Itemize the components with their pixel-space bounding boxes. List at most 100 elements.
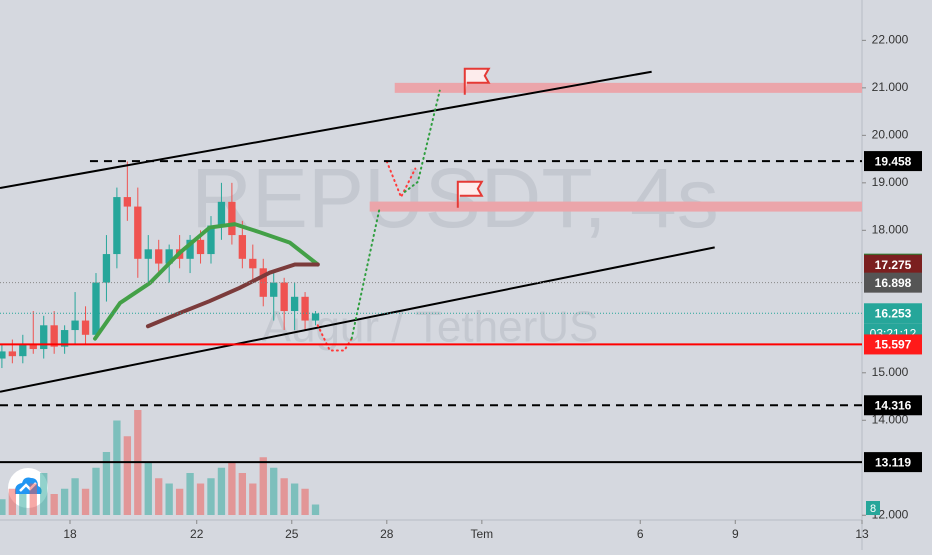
candle-body (19, 344, 27, 357)
zone (394, 82, 862, 93)
candle-body (311, 313, 320, 321)
flag (463, 67, 491, 95)
projection (403, 89, 441, 193)
volume-bar (249, 483, 257, 515)
y-tick-label: 18.000 (872, 222, 909, 236)
candle-body (228, 201, 236, 236)
y-tick-label: 12.000 (872, 507, 909, 521)
candle-body (81, 320, 90, 335)
volume-bar (186, 473, 194, 515)
candle-body (238, 235, 247, 259)
candle-body (280, 282, 288, 312)
price-badge (864, 151, 922, 172)
price-badge (864, 395, 922, 416)
candle-body (50, 325, 58, 347)
volume-bar (0, 499, 6, 515)
volume-badge-label: 8 (870, 503, 876, 515)
volume-bar (40, 473, 48, 515)
volume-bar (280, 478, 288, 515)
price-badge-label: 14.316 (875, 398, 912, 412)
candle-body (217, 201, 226, 226)
volume-bar (238, 473, 247, 515)
volume-bar (217, 467, 226, 515)
price-badge-label: 16.898 (875, 276, 912, 290)
candle-body (134, 206, 142, 259)
volume-bar (81, 488, 90, 515)
candle-body (102, 254, 111, 283)
price-badge (864, 272, 922, 293)
candle-body (186, 239, 194, 259)
volume-bar (60, 488, 69, 515)
volume-bar (196, 483, 205, 515)
candle-body (8, 351, 17, 357)
volume-bar (8, 488, 17, 515)
x-tick-label: 22 (190, 527, 204, 541)
volume-bar (102, 452, 111, 515)
candle-body (40, 325, 48, 350)
trendline (0, 246, 715, 393)
price-badge (864, 254, 922, 275)
volume-bar (175, 488, 184, 515)
volume-bar (207, 478, 215, 515)
price-badge-label: 17.275 (875, 258, 912, 272)
price-badge-label: 15.597 (875, 338, 912, 352)
candle-body (259, 268, 267, 297)
volume-bar (301, 488, 309, 515)
moving-average (145, 262, 320, 329)
volume-bar (50, 494, 58, 515)
candle-body (301, 296, 309, 321)
x-tick-label: 13 (855, 527, 869, 541)
candle-body (249, 258, 257, 269)
y-tick-label: 22.000 (872, 33, 909, 47)
price-badge (864, 452, 922, 473)
price-badge-label: 13.119 (875, 455, 911, 469)
candle-body (123, 197, 132, 207)
volume-bar (123, 436, 132, 515)
candle-body (60, 330, 69, 347)
y-tick-label: 14.000 (872, 412, 909, 426)
price-badge-label: 19.458 (875, 154, 912, 168)
volume-bar (259, 457, 267, 515)
candle-body (207, 225, 215, 255)
candle-body (155, 249, 163, 264)
volume-bar (19, 494, 27, 515)
candle-body (71, 320, 79, 331)
candle-body (290, 296, 299, 312)
volume-bar (165, 483, 173, 515)
volume-bar (155, 478, 163, 515)
zone (369, 201, 862, 212)
price-badge-label: 16.253 (875, 306, 912, 320)
volume-bar (311, 504, 320, 515)
volume-bar (92, 467, 100, 515)
volume-bar (228, 462, 236, 515)
candle-body (144, 249, 152, 259)
candle-body (29, 344, 37, 350)
x-tick-label: 9 (732, 527, 739, 541)
x-tick-label: 18 (63, 527, 77, 541)
price-badge (864, 334, 922, 355)
flag (456, 180, 484, 208)
candle-body (270, 282, 278, 297)
y-tick-label: 19.000 (872, 175, 909, 189)
trendline (0, 70, 652, 190)
volume-badge (866, 501, 880, 515)
y-tick-label: 15.000 (872, 365, 909, 379)
x-tick-label: 6 (637, 527, 644, 541)
projection (385, 160, 417, 200)
y-tick-label: 21.000 (872, 80, 909, 94)
x-tick-label: 25 (285, 527, 299, 541)
volume-bar (113, 420, 121, 515)
moving-average (93, 222, 320, 341)
candle-body (92, 282, 100, 335)
volume-bar (144, 462, 152, 515)
candle-body (196, 239, 205, 255)
volume-bar (29, 483, 37, 515)
volume-bar (290, 483, 299, 515)
y-tick-label: 20.000 (872, 128, 909, 142)
x-tick-label: 28 (380, 527, 394, 541)
volume-bar (71, 478, 79, 515)
candle-body (113, 197, 121, 255)
x-tick-label: Tem (471, 527, 494, 541)
price-badge (864, 303, 922, 324)
